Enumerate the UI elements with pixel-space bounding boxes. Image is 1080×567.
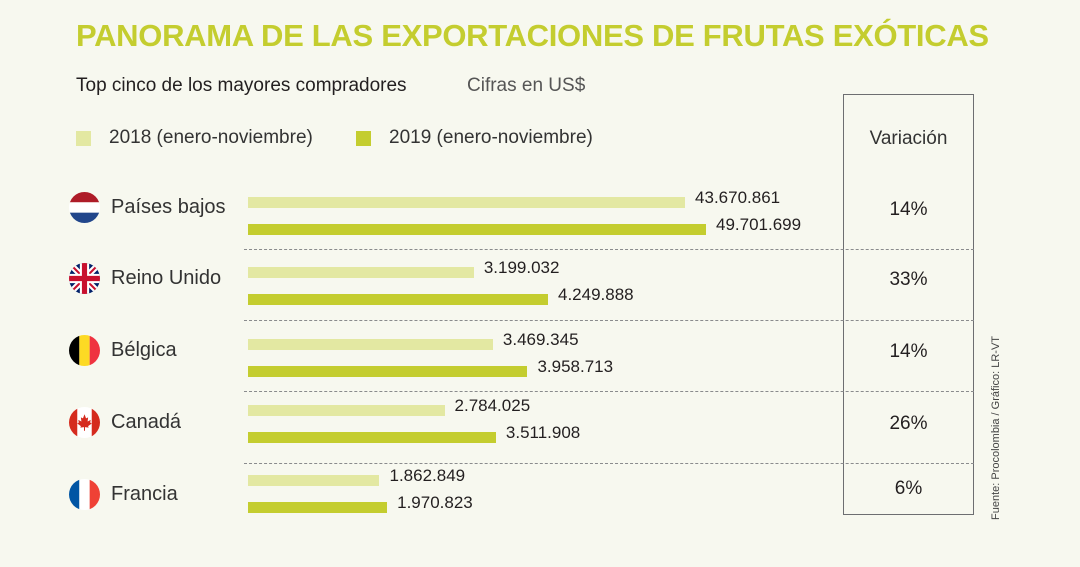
bar-2019 — [248, 366, 528, 377]
legend-item-2019: 2019 (enero-noviembre) — [356, 127, 593, 149]
legend-swatch-2019 — [356, 130, 371, 146]
variation-value: 14% — [889, 341, 928, 362]
variation-value: 33% — [889, 269, 928, 290]
bar-2019 — [248, 294, 548, 305]
variation-header: Variación — [869, 128, 948, 149]
bar-2018 — [248, 475, 380, 486]
bar-2018 — [248, 405, 445, 416]
category-label: Reino Unido — [111, 267, 222, 289]
netherlands-flag-icon — [69, 192, 100, 223]
bar-value-label: 2.784.025 — [454, 396, 531, 415]
row-divider — [244, 463, 974, 464]
category-label: Países bajos — [111, 196, 226, 218]
bar-value-label: 3.511.908 — [505, 423, 581, 442]
legend-label-2018: 2018 (enero-noviembre) — [109, 127, 313, 148]
bar-value-label: 3.199.032 — [483, 258, 560, 277]
variation-panel: Variación 14% 33% 14% 26% 6% — [843, 94, 974, 515]
category-label: Canadá — [111, 411, 182, 433]
row-divider — [244, 249, 974, 250]
category-label: Francia — [111, 483, 178, 505]
bar-value-label: 4.249.888 — [558, 285, 634, 304]
bar-2019 — [248, 432, 496, 443]
chart-title: PANORAMA DE LAS EXPORTACIONES DE FRUTAS … — [76, 18, 989, 53]
bar-value-label: 3.469.345 — [502, 330, 579, 349]
bar-value-label: 1.970.823 — [397, 493, 473, 512]
units-note: Cifras en US$ — [467, 75, 586, 96]
bar-2019 — [248, 502, 388, 513]
bar-value-label: 1.862.849 — [389, 466, 466, 485]
france-flag-icon — [69, 479, 100, 510]
bar-2018 — [248, 267, 474, 278]
source-note: Fuente: Procolombia / Gráfico: LR-VT — [990, 335, 1002, 520]
chart-subtitle: Top cinco de los mayores compradores — [76, 75, 407, 96]
bar-2018 — [248, 339, 493, 350]
variation-value: 14% — [889, 199, 928, 220]
category-label: Bélgica — [111, 339, 177, 361]
bar-value-label: 49.701.699 — [716, 215, 802, 234]
uk-flag-icon — [69, 263, 100, 294]
belgium-flag-icon — [69, 335, 100, 366]
legend-swatch-2018 — [76, 130, 91, 146]
row-divider — [244, 391, 974, 392]
legend-item-2018: 2018 (enero-noviembre) — [76, 127, 313, 149]
bar-value-label: 3.958.713 — [537, 357, 614, 376]
bar-value-label: 43.670.861 — [695, 188, 781, 207]
variation-value: 26% — [889, 413, 928, 434]
row-divider — [244, 320, 974, 321]
canada-flag-icon — [69, 407, 100, 438]
bar-2018 — [248, 197, 686, 208]
bar-2019 — [248, 224, 706, 235]
variation-value: 6% — [894, 478, 923, 499]
legend-label-2019: 2019 (enero-noviembre) — [389, 127, 593, 148]
